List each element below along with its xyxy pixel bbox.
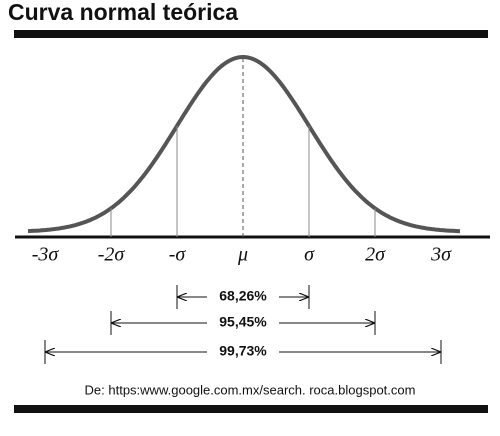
curve-group xyxy=(27,55,461,237)
axis-label: -3σ xyxy=(32,244,60,266)
axis-labels: -3σ -2σ -σ μ σ 2σ 3σ xyxy=(32,244,452,266)
axis-label: σ xyxy=(304,244,315,266)
range-label: 95,45% xyxy=(219,314,267,330)
axis-label: μ xyxy=(237,244,248,266)
range-label: 99,73% xyxy=(219,343,267,359)
normal-curve xyxy=(27,55,461,234)
axis-label: 2σ xyxy=(365,244,386,266)
top-bar xyxy=(14,30,488,38)
axis-label: -σ xyxy=(169,244,187,266)
axis-label: 3σ xyxy=(430,244,452,266)
bottom-bar xyxy=(14,405,488,413)
axis-label: -2σ xyxy=(98,244,126,266)
range-label: 68,26% xyxy=(219,288,267,304)
source: De: https:www.google.com.mx/search. roca… xyxy=(85,382,416,397)
title: Curva normal teórica xyxy=(8,0,238,25)
ranges: 68,26% 95,45% 99,73% xyxy=(44,285,442,364)
